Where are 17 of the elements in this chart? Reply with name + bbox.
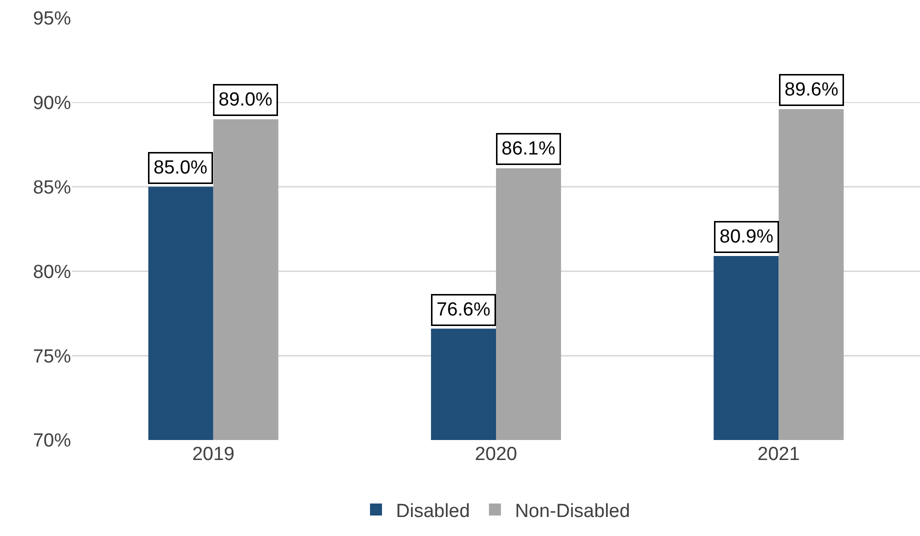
data-label: 89.0%: [218, 90, 272, 110]
data-label: 86.1%: [502, 138, 556, 160]
x-tick-label: 2021: [758, 444, 800, 465]
y-tick-label: 70%: [32, 430, 72, 452]
data-label: 76.6%: [436, 300, 490, 320]
x-tick-label: 2020: [474, 444, 518, 465]
data-label: 85.0%: [154, 158, 208, 178]
x-tick-label: 2019: [192, 444, 234, 465]
data-label: 80.9%: [720, 226, 774, 248]
data-label: 89.6%: [784, 80, 838, 100]
legend-label: Disabled: [396, 500, 470, 522]
y-tick-label: 80%: [32, 262, 72, 283]
y-tick-label: 95%: [32, 8, 72, 30]
y-tick-label: 85%: [32, 177, 72, 198]
y-tick-label: 75%: [32, 346, 72, 368]
legend-label: Non-Disabled: [514, 500, 630, 522]
y-tick-label: 90%: [32, 93, 72, 114]
